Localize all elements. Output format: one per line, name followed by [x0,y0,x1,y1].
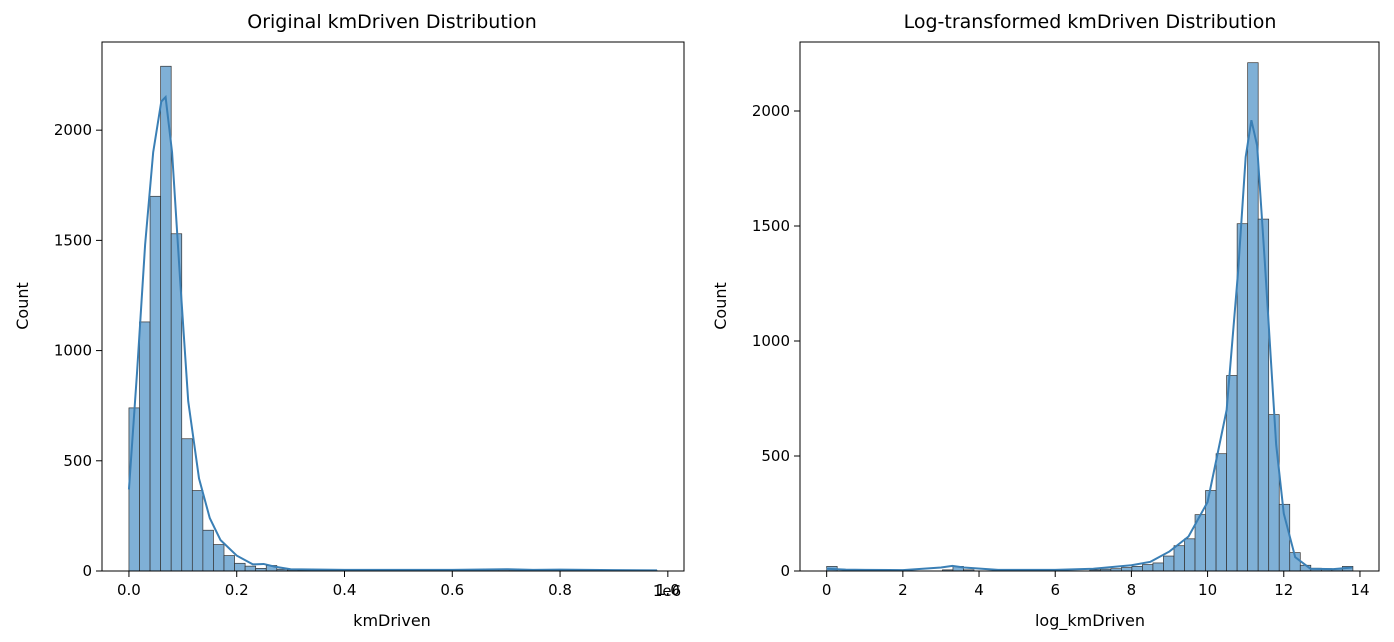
y-axis-label-original: Count [13,282,32,330]
chart-log: Log-transformed kmDriven Distribution 0 2… [711,11,1380,631]
histogram-bar [1184,538,1196,572]
histogram-bar [181,438,193,572]
y-tick-label: 500 [63,452,92,470]
histogram-bar [234,562,246,572]
x-offset-text-original: 1e6 [653,582,681,600]
x-tick-label: 0.4 [333,581,357,599]
x-tick-label: 0.6 [440,581,464,599]
x-tick-label: 8 [1127,581,1137,599]
x-tick-label: 2 [898,581,908,599]
y-ticks-log: 0 500 1000 1500 2000 [752,102,800,580]
x-ticks-log: 0 2 4 6 8 10 12 14 [822,571,1370,599]
x-tick-label: 14 [1350,581,1369,599]
x-tick-label: 4 [974,581,984,599]
histogram-bar [1163,555,1175,572]
x-axis-label-log: log_kmDriven [1035,611,1145,631]
y-tick-label: 1500 [54,231,92,249]
x-tick-label: 12 [1274,581,1293,599]
y-tick-label: 2000 [752,102,790,120]
histogram-bar [1215,453,1227,572]
x-tick-label: 10 [1198,581,1217,599]
histogram-bar [223,555,235,572]
x-tick-label: 1.0 [656,581,680,599]
x-ticks-original: 0.0 0.2 0.4 0.6 0.8 1.0 [117,571,680,599]
histogram-bar [1173,545,1185,572]
histogram-bar [1121,567,1133,572]
plot-frame-log [799,41,1380,572]
y-tick-label: 1000 [54,342,92,360]
histogram-bar [213,544,225,572]
histogram-bar [1226,375,1238,572]
y-tick-label: 2000 [54,121,92,139]
histogram-bar [1131,566,1143,572]
x-tick-label: 0.2 [225,581,249,599]
plot-frame-original [101,41,685,572]
histogram-bar [1152,562,1164,572]
x-tick-label: 0 [822,581,832,599]
histogram-bar [1268,414,1280,572]
chart-original: Original kmDriven Distribution 0.0 0.2 0.4… [13,11,685,630]
histogram-bar [149,195,161,572]
y-tick-label: 0 [780,562,790,580]
y-tick-label: 0 [82,562,92,580]
histogram-bar [139,321,151,572]
chart-title-log: Log-transformed kmDriven Distribution [904,11,1277,33]
chart-title-original: Original kmDriven Distribution [247,11,536,33]
y-axis-label-log: Count [711,282,730,330]
y-tick-label: 1000 [752,332,790,350]
kde-line-original [127,94,658,572]
y-ticks-original: 0 500 1000 1500 2000 [54,121,102,580]
histogram-bars-original [128,65,658,572]
x-tick-label: 0.8 [548,581,572,599]
histogram-bar [1257,218,1270,572]
y-tick-label: 500 [761,447,790,465]
histogram-bar [160,65,172,572]
x-axis-label-original: kmDriven [353,611,431,630]
y-tick-label: 1500 [752,217,790,235]
histogram-bars-log [826,62,1354,572]
histogram-bar [1142,564,1154,572]
histogram-bar [128,407,140,572]
kde-line-log [826,119,1353,572]
histogram-bar [191,490,204,572]
histogram-bar [202,529,214,572]
histogram-bar [244,565,257,572]
x-tick-label: 0.0 [117,581,141,599]
x-tick-label: 6 [1050,581,1060,599]
